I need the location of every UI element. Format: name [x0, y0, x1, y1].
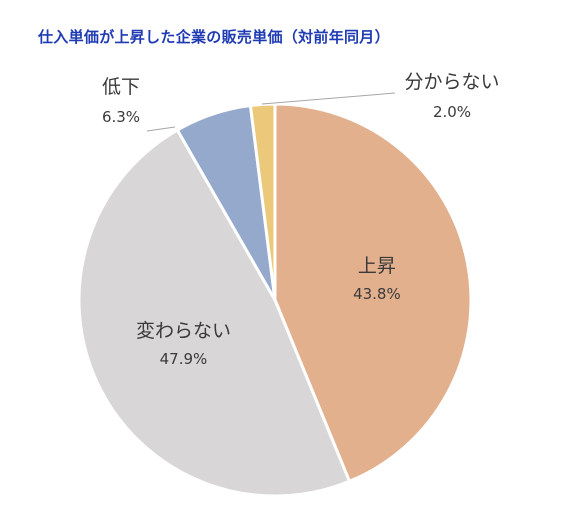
leader-line-3 — [146, 126, 176, 132]
slice-value-label-3: 6.3% — [102, 108, 140, 126]
slice-labels: 上昇 43.8% 変わらない 47.9% 低下 6.3% 分からない 2.0% — [102, 71, 500, 368]
slice-value-label-2: 47.9% — [160, 350, 208, 368]
slice-name-label-3: 低下 — [102, 76, 140, 98]
leader-line-4 — [261, 92, 396, 105]
pie-slice-2 — [77, 128, 351, 498]
slice-name-label-2: 変わらない — [136, 320, 231, 342]
pie-slices — [77, 102, 473, 498]
slice-value-label-1: 43.8% — [353, 285, 401, 303]
slice-value-label-4: 2.0% — [433, 103, 471, 121]
leader-lines — [146, 92, 396, 132]
slice-name-label-1: 上昇 — [358, 255, 396, 277]
chart-title: 仕入単価が上昇した企業の販売単価（対前年同月） — [38, 28, 390, 46]
slice-name-label-4: 分からない — [404, 71, 499, 93]
pie-slice-1 — [273, 102, 473, 483]
